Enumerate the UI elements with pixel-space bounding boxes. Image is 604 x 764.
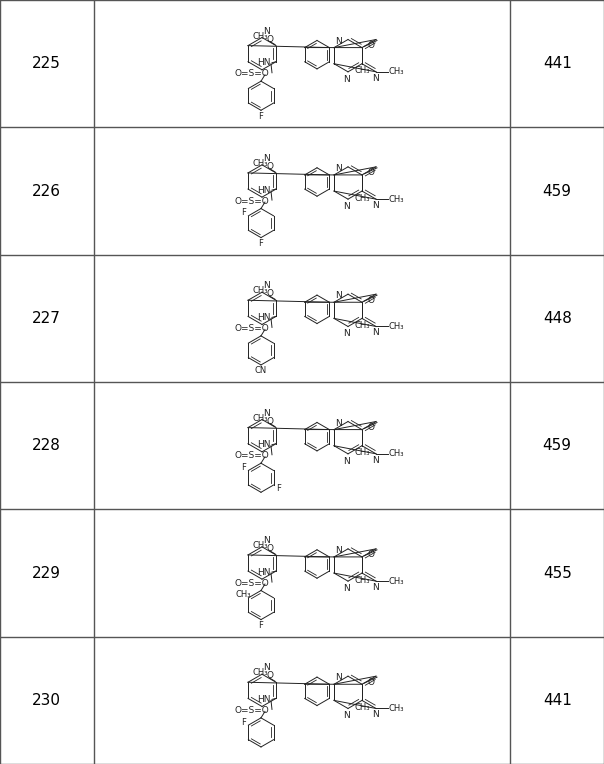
Text: O: O (367, 678, 374, 687)
Text: HN: HN (257, 58, 271, 67)
Text: N: N (342, 75, 349, 84)
Text: O=S=O: O=S=O (234, 452, 269, 460)
Text: N: N (342, 202, 349, 211)
Text: CH₃: CH₃ (354, 703, 370, 712)
Text: CH₃: CH₃ (354, 575, 370, 584)
Text: HN: HN (257, 568, 271, 577)
Text: O: O (367, 296, 374, 305)
Text: O: O (267, 672, 274, 680)
Text: N: N (263, 154, 270, 163)
Text: CH₃: CH₃ (354, 193, 370, 202)
Text: O: O (267, 34, 274, 44)
Text: 459: 459 (542, 439, 572, 453)
Text: CH₃: CH₃ (389, 67, 405, 76)
Text: CH₃: CH₃ (252, 541, 268, 550)
Text: CH₃: CH₃ (354, 66, 370, 76)
Text: O=S=O: O=S=O (234, 70, 269, 78)
Text: F: F (259, 112, 263, 121)
Text: N: N (342, 329, 349, 338)
Text: F: F (241, 209, 246, 217)
Text: F: F (259, 239, 263, 248)
Text: O: O (267, 290, 274, 298)
Text: O=S=O: O=S=O (234, 324, 269, 333)
Text: N: N (342, 711, 349, 720)
Text: O: O (367, 41, 374, 50)
Text: O: O (267, 544, 274, 553)
Text: CH₃: CH₃ (389, 322, 405, 331)
Text: HN: HN (257, 313, 271, 322)
Text: N: N (373, 74, 379, 83)
Text: N: N (335, 419, 342, 428)
Text: N: N (335, 291, 342, 300)
Text: 441: 441 (543, 57, 571, 71)
Text: CH₃: CH₃ (389, 577, 405, 586)
Text: 455: 455 (543, 565, 571, 581)
Text: N: N (335, 164, 342, 173)
Text: N: N (373, 329, 379, 338)
Text: N: N (263, 27, 270, 35)
Text: O: O (367, 168, 374, 177)
Text: 441: 441 (543, 693, 571, 707)
Text: CH₃: CH₃ (252, 286, 268, 295)
Text: CH₃: CH₃ (354, 321, 370, 330)
Text: N: N (335, 673, 342, 682)
Text: F: F (277, 484, 281, 493)
Text: 230: 230 (32, 693, 62, 707)
Text: F: F (241, 463, 246, 472)
Text: CH₃: CH₃ (252, 31, 268, 40)
Text: N: N (342, 457, 349, 466)
Text: 226: 226 (32, 183, 62, 199)
Text: O=S=O: O=S=O (234, 706, 269, 715)
Text: CH₃: CH₃ (252, 413, 268, 422)
Text: O: O (267, 162, 274, 171)
Text: N: N (335, 546, 342, 555)
Text: 459: 459 (542, 183, 572, 199)
Text: F: F (241, 717, 246, 727)
Text: 225: 225 (33, 57, 61, 71)
Text: N: N (263, 281, 270, 290)
Text: 228: 228 (33, 439, 61, 453)
Text: CH₃: CH₃ (252, 159, 268, 168)
Text: HN: HN (257, 186, 271, 195)
Text: N: N (263, 536, 270, 545)
Text: N: N (263, 663, 270, 672)
Text: CH₃: CH₃ (252, 668, 268, 677)
Text: 448: 448 (543, 311, 571, 325)
Text: HN: HN (257, 440, 271, 449)
Text: N: N (263, 409, 270, 417)
Text: CH₃: CH₃ (389, 195, 405, 204)
Text: O: O (367, 423, 374, 432)
Text: CH₃: CH₃ (389, 449, 405, 458)
Text: HN: HN (257, 695, 271, 704)
Text: N: N (373, 456, 379, 465)
Text: O: O (267, 416, 274, 426)
Text: N: N (373, 711, 379, 720)
Text: CH₃: CH₃ (236, 591, 251, 599)
Text: O: O (367, 550, 374, 559)
Text: N: N (342, 584, 349, 593)
Text: CN: CN (255, 367, 267, 375)
Text: 227: 227 (33, 311, 61, 325)
Text: CH₃: CH₃ (389, 704, 405, 713)
Text: N: N (373, 583, 379, 592)
Text: O=S=O: O=S=O (234, 196, 269, 206)
Text: F: F (259, 621, 263, 630)
Text: O=S=O: O=S=O (234, 578, 269, 588)
Text: 229: 229 (32, 565, 62, 581)
Text: CH₃: CH₃ (354, 448, 370, 458)
Text: N: N (373, 201, 379, 210)
Text: N: N (335, 37, 342, 46)
